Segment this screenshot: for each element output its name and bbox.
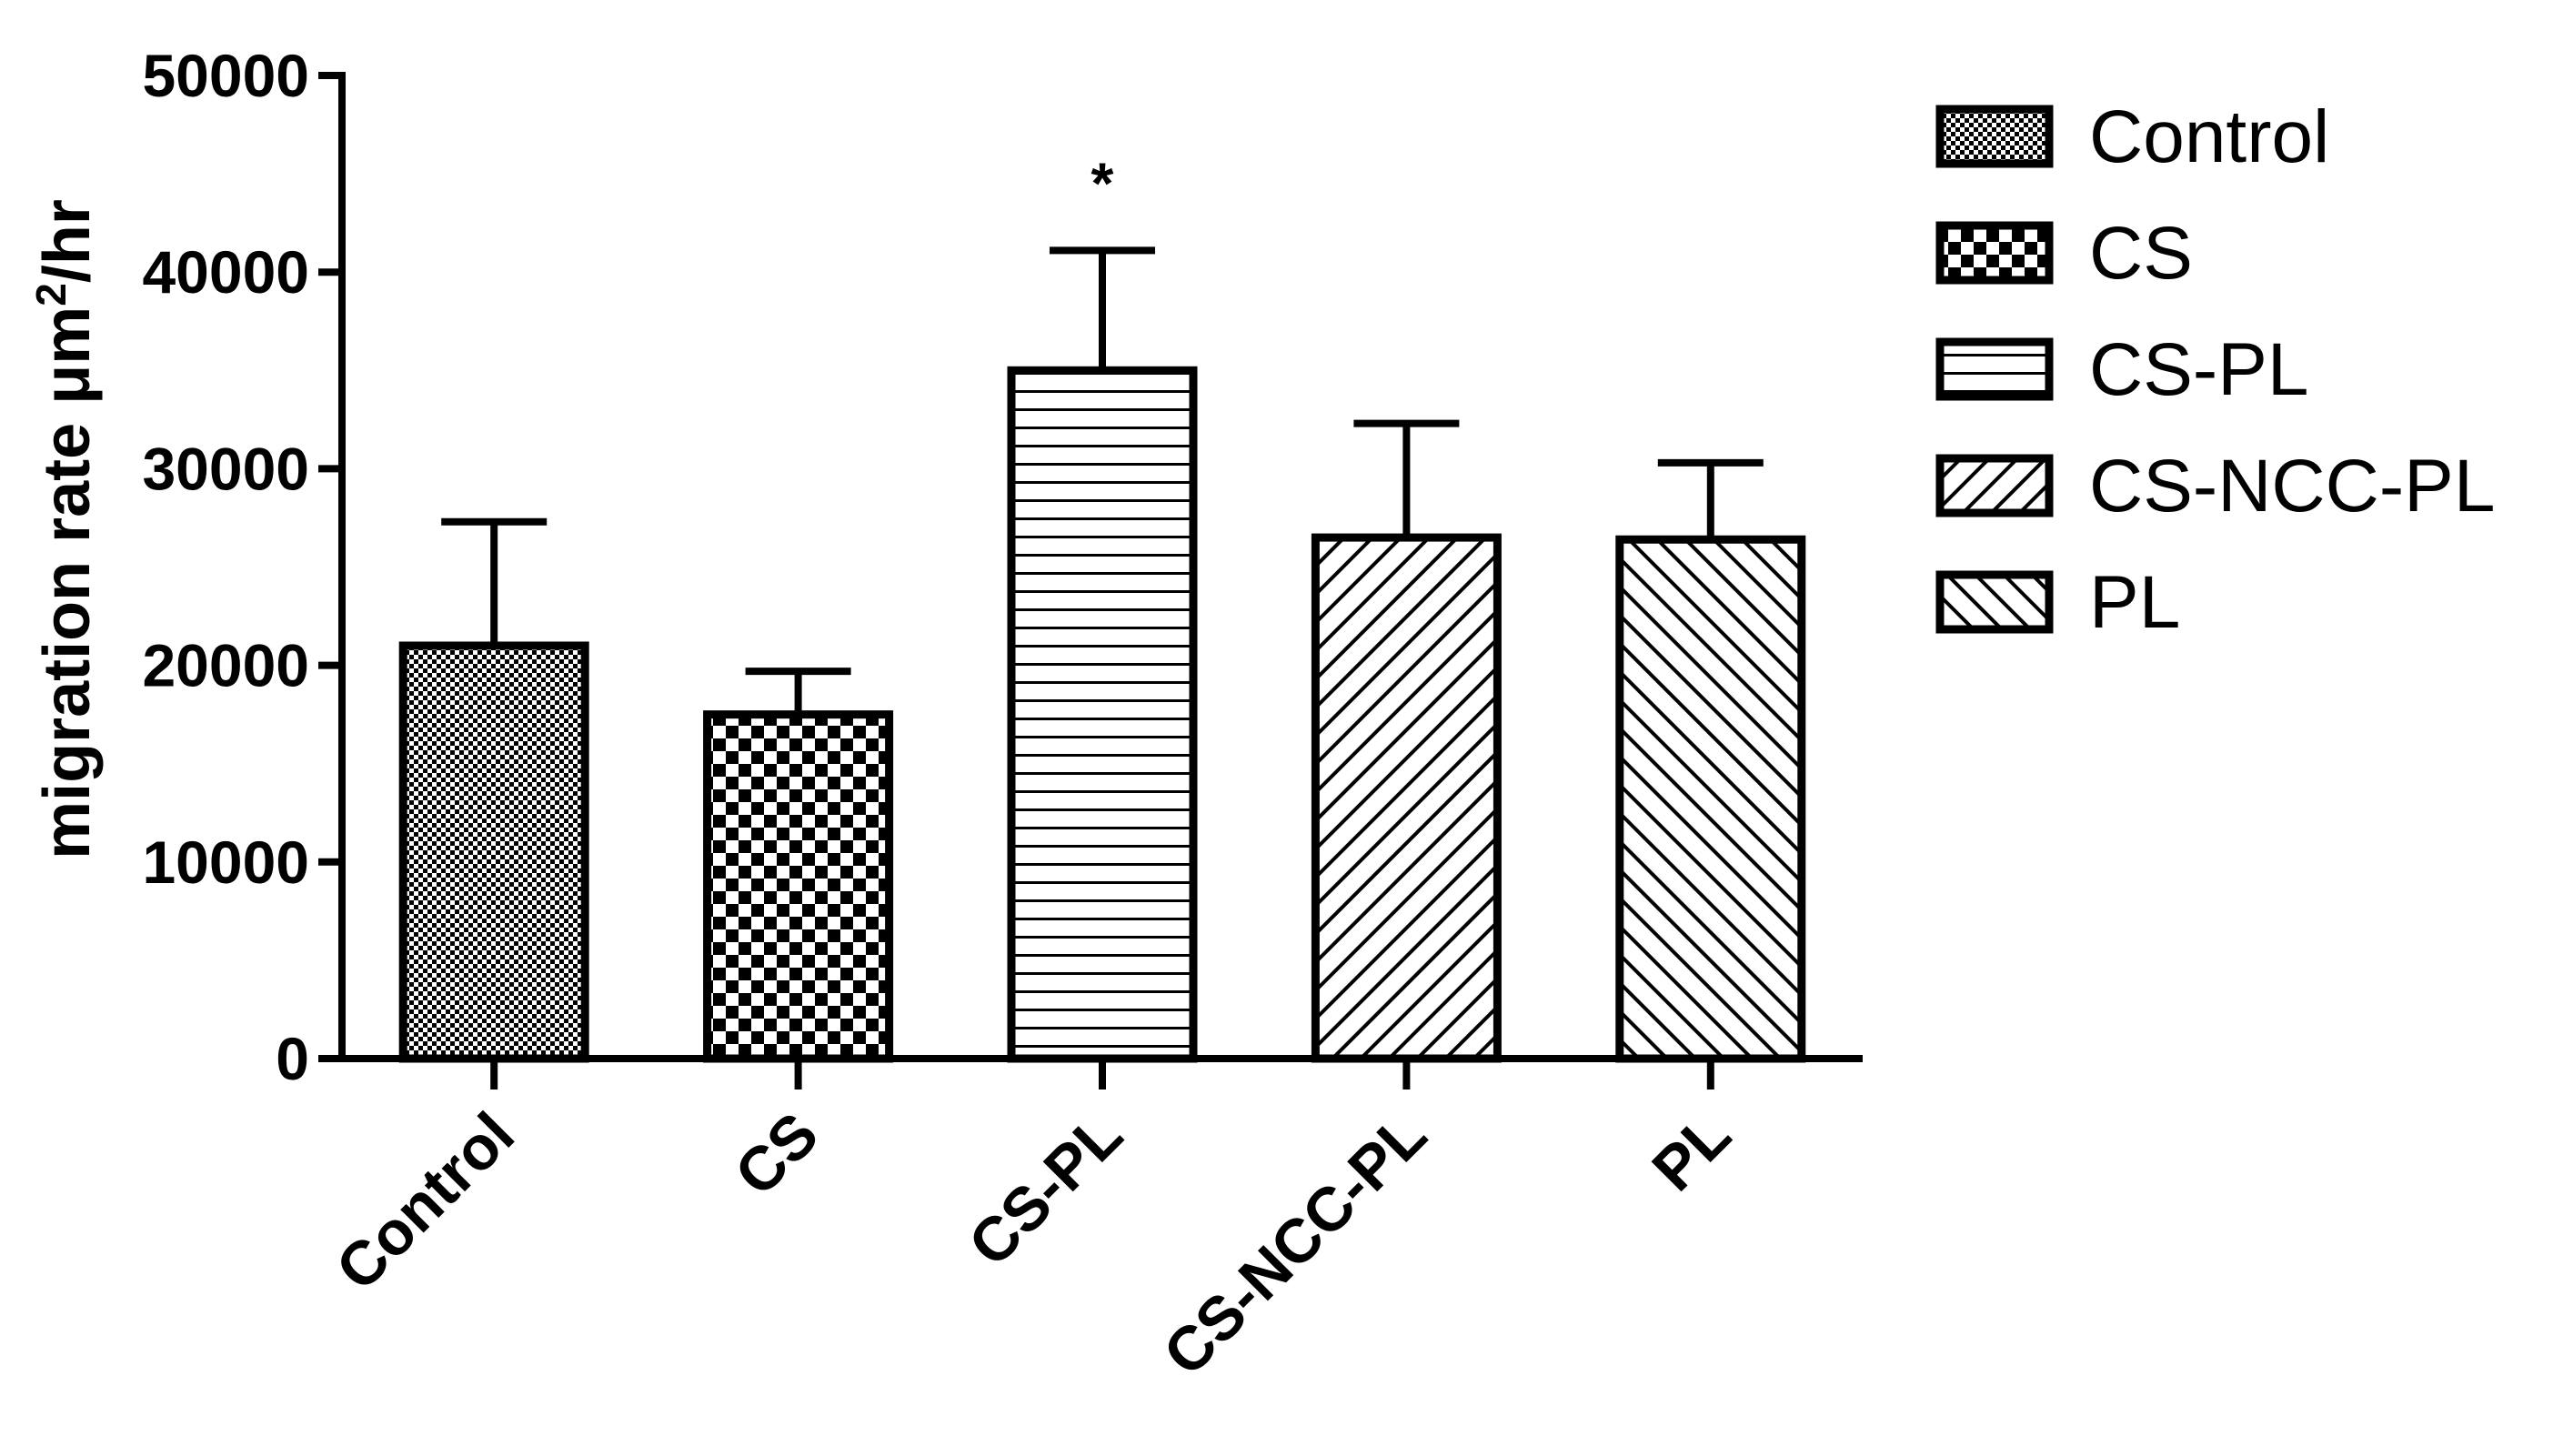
bar-series: * [398,150,1806,1063]
y-tick-label: 50000 [142,42,309,109]
y-axis-title: migration rate μm2/hr [27,199,104,859]
bar [703,710,894,1063]
y-axis-title-tail: /hr [31,199,104,283]
y-tick-label: 10000 [142,828,309,896]
bar [1007,366,1198,1063]
y-tick-label: 20000 [142,632,309,699]
legend-label: PL [2089,561,2180,644]
y-axis-title-main: migration rate μm [31,306,104,859]
legend-swatch [1935,105,2054,168]
legend-swatch [1935,221,2054,285]
x-tick-label: CS-PL [956,1100,1136,1280]
y-tick-label: 30000 [142,435,309,502]
bar [398,641,589,1063]
x-tick-label: Control [323,1100,528,1304]
y-tick-label: 0 [276,1025,309,1092]
legend-label: CS-PL [2089,328,2309,411]
y-axis: 0 10000 20000 30000 40000 50000 [142,42,346,1092]
significance-marker: * [1091,150,1114,216]
legend-label: CS-NCC-PL [2089,445,2495,527]
x-tick-label: PL [1639,1100,1744,1204]
legend-label: Control [2089,95,2329,178]
legend-swatch [1935,454,2054,517]
x-tick-label: CS-NCC-PL [1151,1100,1440,1389]
y-axis-title-superscript: 2 [27,283,75,306]
bar [1311,533,1502,1063]
legend: Control CS CS-PL CS-NCC-PL PL [1935,95,2495,644]
x-tick-label: CS [722,1100,832,1210]
y-tick-label: 40000 [142,238,309,306]
bar [1615,535,1806,1063]
legend-swatch [1935,337,2054,401]
legend-swatch [1935,570,2054,634]
x-axis: Control CS CS-PL CS-NCC-PL PL [323,1055,1863,1389]
legend-label: CS [2089,212,2193,295]
